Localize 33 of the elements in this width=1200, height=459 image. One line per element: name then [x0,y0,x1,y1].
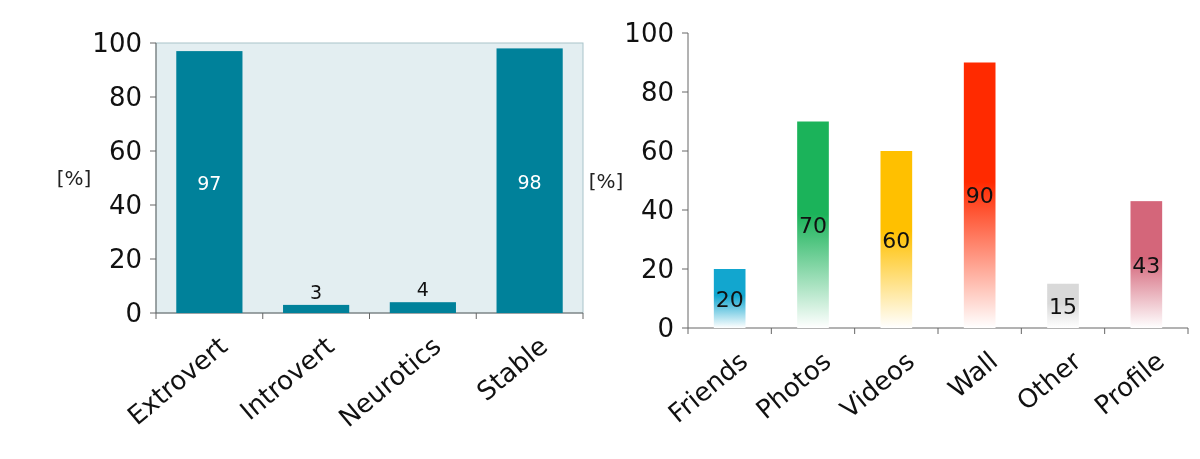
data-label: 3 [310,280,323,303]
y-axis-title: [%] [588,168,624,193]
y-tick-label: 80 [640,77,674,108]
y-axis-title: [%] [56,166,92,190]
y-tick-label: 0 [125,298,142,329]
bar [1130,201,1163,328]
y-tick-label: 60 [108,136,142,167]
y-tick-label: 20 [108,244,142,275]
data-label: 20 [715,286,744,312]
bar [880,151,913,328]
data-label: 70 [799,212,827,238]
data-label: 15 [1049,293,1077,319]
data-label: 4 [416,278,429,301]
y-tick-label: 80 [108,82,142,113]
bar [496,48,563,313]
bar [713,269,746,328]
data-label: 97 [197,172,222,195]
data-label: 98 [517,170,542,193]
data-label: 43 [1132,252,1161,278]
y-tick-label: 100 [92,28,142,59]
y-tick-label: 20 [640,254,674,285]
bar [963,62,996,328]
y-tick-label: 0 [657,313,674,344]
bar [389,302,456,313]
bar [283,304,350,313]
bar [797,121,829,328]
y-tick-label: 40 [108,190,142,221]
data-label: 90 [965,183,994,209]
y-tick-label: 100 [624,18,674,49]
y-tick-label: 60 [640,136,674,167]
bar [176,51,243,313]
y-tick-label: 40 [640,195,674,226]
data-label: 60 [882,227,911,253]
